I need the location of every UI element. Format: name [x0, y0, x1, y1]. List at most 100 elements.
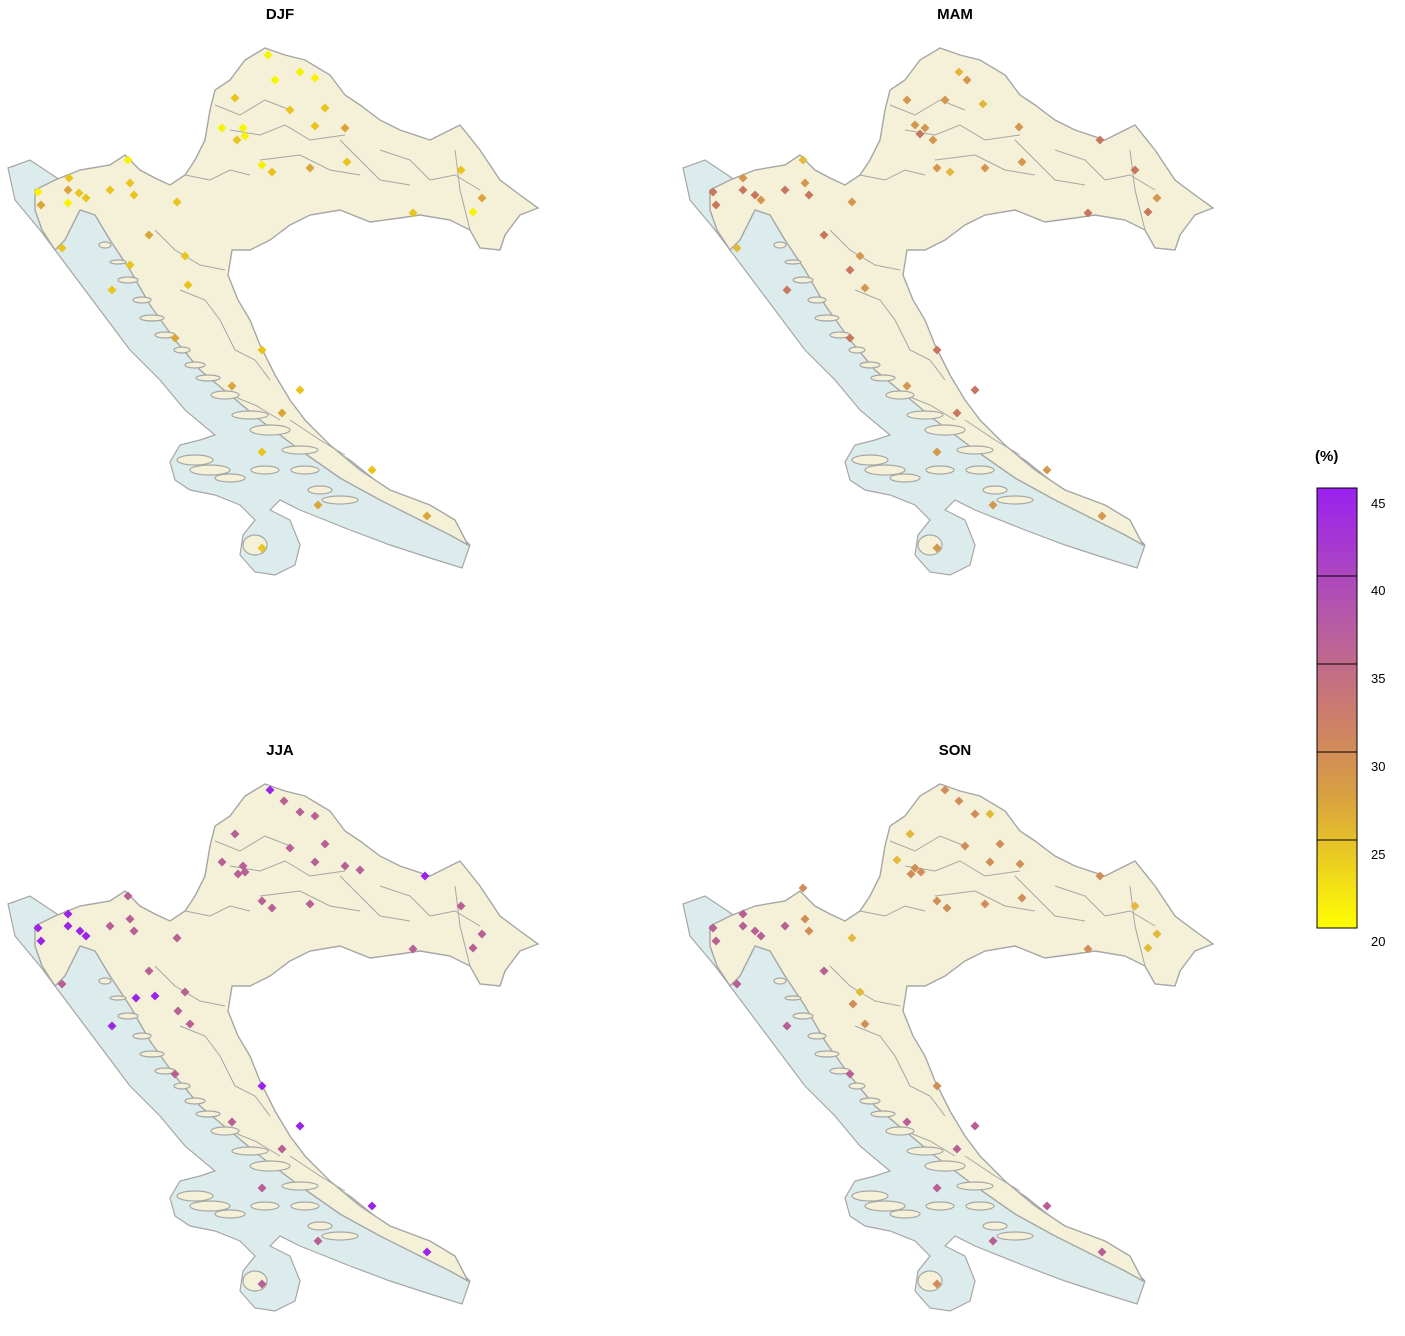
island [859, 361, 881, 369]
station-marker [217, 123, 227, 133]
station-marker [708, 923, 718, 933]
station-marker [782, 1021, 792, 1031]
station-marker [920, 123, 930, 133]
station-marker [33, 187, 43, 197]
station-marker [170, 1069, 180, 1079]
station-marker [1083, 208, 1093, 218]
station-marker [257, 1279, 267, 1289]
station-marker [780, 921, 790, 931]
island [109, 995, 127, 1001]
station-marker [295, 807, 305, 817]
island [98, 977, 112, 985]
county-border [894, 319, 946, 381]
croatia-map [682, 783, 1215, 1312]
county-border [229, 124, 346, 141]
station-marker [804, 190, 814, 200]
station-marker [313, 1236, 323, 1246]
county-border [1054, 885, 1106, 917]
station-marker [313, 500, 323, 510]
station-marker [217, 857, 227, 867]
land-area [34, 783, 540, 1283]
station-marker [257, 345, 267, 355]
station-marker [64, 173, 74, 183]
station-marker [847, 197, 857, 207]
station-marker [33, 923, 43, 933]
island [889, 473, 921, 483]
county-border [889, 99, 966, 116]
station-marker [320, 103, 330, 113]
station-marker [980, 899, 990, 909]
county-border [1129, 149, 1146, 231]
island [870, 1110, 896, 1118]
station-marker [173, 1006, 183, 1016]
island [848, 346, 866, 354]
station-marker [129, 190, 139, 200]
legend-tick-40: 40 [1371, 583, 1386, 598]
station-marker [945, 167, 955, 177]
station-marker [800, 178, 810, 188]
county-border [229, 394, 281, 421]
county-border [184, 169, 251, 181]
station-marker [940, 95, 950, 105]
station-marker [63, 909, 73, 919]
station-marker [932, 1279, 942, 1289]
station-marker [960, 841, 970, 851]
map-panel-djf: DJF [0, 0, 560, 600]
county-border [339, 875, 411, 922]
island [132, 1032, 152, 1040]
island [214, 1209, 246, 1219]
station-marker [267, 167, 277, 177]
station-marker [131, 993, 141, 1003]
station-marker [74, 188, 84, 198]
station-marker [468, 207, 478, 217]
county-border [429, 910, 481, 927]
county-border [289, 419, 346, 456]
county-border [454, 149, 471, 231]
county-border [379, 149, 431, 181]
island [851, 454, 889, 466]
station-marker [845, 333, 855, 343]
island [195, 374, 221, 382]
county-border [1129, 885, 1146, 967]
island [956, 1181, 994, 1191]
station-marker [170, 333, 180, 343]
station-marker [227, 381, 237, 391]
county-border [259, 154, 361, 176]
county-border [1014, 875, 1086, 922]
station-marker [738, 185, 748, 195]
station-marker [708, 187, 718, 197]
station-marker [277, 408, 287, 418]
legend-gradient [1316, 487, 1358, 929]
station-marker [1143, 943, 1153, 953]
croatia-map [7, 783, 540, 1312]
station-marker [63, 921, 73, 931]
county-border [339, 139, 411, 186]
station-marker [183, 280, 193, 290]
station-marker [1017, 893, 1027, 903]
county-border [184, 905, 251, 917]
island [249, 1160, 291, 1172]
island [307, 485, 333, 495]
island [210, 390, 240, 400]
station-marker [978, 99, 988, 109]
station-marker [985, 809, 995, 819]
county-border [859, 905, 926, 917]
county-border [229, 860, 346, 877]
station-marker [420, 871, 430, 881]
station-marker [962, 75, 972, 85]
island [773, 977, 787, 985]
station-marker [172, 197, 182, 207]
county-border [179, 289, 221, 321]
station-marker [456, 165, 466, 175]
island [956, 445, 994, 455]
station-marker [902, 1117, 912, 1127]
station-marker [750, 190, 760, 200]
station-marker [1015, 859, 1025, 869]
island [231, 1146, 269, 1156]
station-marker [150, 991, 160, 1001]
station-marker [233, 869, 243, 879]
station-marker [422, 1247, 432, 1257]
map-panel-son: SON [675, 736, 1235, 1336]
map-panel-jja: JJA [0, 736, 560, 1336]
station-marker [798, 155, 808, 165]
